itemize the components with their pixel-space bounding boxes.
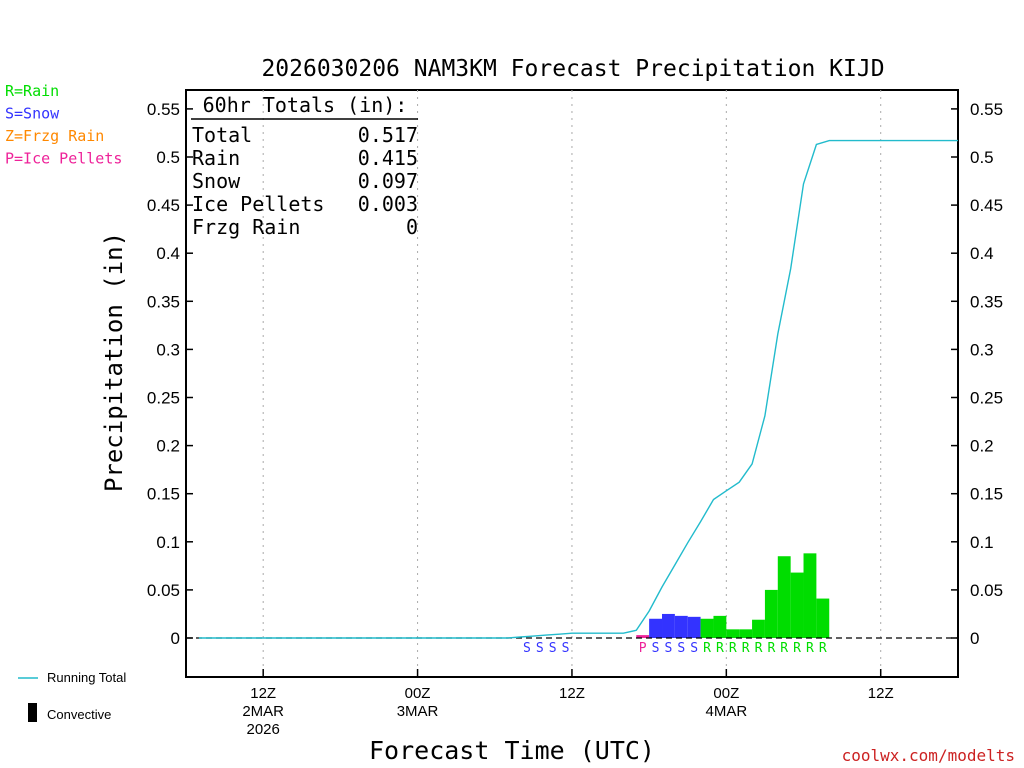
precip-bars bbox=[636, 553, 830, 638]
type-letter-18: R bbox=[819, 641, 827, 656]
totals-label-1: Rain bbox=[192, 146, 240, 170]
totals-value-0: 0.517 bbox=[358, 123, 418, 147]
precip-bar-5 bbox=[700, 618, 714, 638]
totals-label-4: Frzg Rain bbox=[192, 215, 300, 239]
x-tick-label-1-0: 00Z bbox=[405, 685, 431, 702]
y-tick-label-left-3: 0.15 bbox=[147, 485, 180, 504]
type-letter-0: S bbox=[523, 641, 531, 656]
y-tick-label-right-7: 0.35 bbox=[970, 292, 1003, 311]
totals-value-3: 0.003 bbox=[358, 192, 418, 216]
type-letter-7: S bbox=[677, 641, 685, 656]
y-axis-left: 0 0.05 0.1 0.15 0.2 0.25 0.3 0.35 0.4 0.45 0.5 0.55 bbox=[147, 100, 193, 648]
totals-label-0: Total bbox=[192, 123, 252, 147]
y-axis-right: 0 0.05 0.1 0.15 0.2 0.25 0.3 0.35 0.4 0.45 0.5 0.55 bbox=[951, 100, 1003, 648]
y-tick-label-left-2: 0.1 bbox=[156, 533, 180, 552]
running-total-line bbox=[198, 139, 958, 639]
y-tick-label-right-1: 0.05 bbox=[970, 581, 1003, 600]
precip-bar-13 bbox=[803, 553, 817, 638]
x-tick-label-2-0: 12Z bbox=[559, 685, 585, 702]
y-tick-label-left-6: 0.3 bbox=[156, 340, 180, 359]
totals-header: 60hr Totals (in): bbox=[203, 93, 408, 117]
type-letter-17: R bbox=[806, 641, 814, 656]
type-letter-1: S bbox=[536, 641, 544, 656]
precip-bar-6 bbox=[713, 615, 727, 638]
totals-box: 60hr Totals (in): Total 0.517 Rain 0.415 Sno… bbox=[191, 93, 418, 239]
y-tick-label-left-4: 0.2 bbox=[156, 437, 180, 456]
x-axis-label: Forecast Time (UTC) bbox=[369, 736, 655, 765]
totals-value-4: 0 bbox=[406, 215, 418, 239]
totals-label-3: Ice Pellets bbox=[192, 192, 324, 216]
running-total-legend-label: Running Total bbox=[47, 670, 126, 685]
precip-bar-12 bbox=[790, 572, 804, 638]
x-tick-label-0-2: 2026 bbox=[247, 721, 280, 738]
type-letter-11: R bbox=[729, 641, 737, 656]
precip-bar-3 bbox=[674, 615, 688, 638]
y-tick-label-right-6: 0.3 bbox=[970, 340, 994, 359]
type-letter-14: R bbox=[767, 641, 775, 656]
x-tick-label-4-0: 12Z bbox=[868, 685, 894, 702]
type-key-2: Z=Frzg Rain bbox=[5, 127, 104, 145]
x-tick-label-0-0: 12Z bbox=[250, 685, 276, 702]
y-tick-label-left-11: 0.55 bbox=[147, 100, 180, 119]
type-letter-3: S bbox=[562, 641, 570, 656]
y-tick-label-right-3: 0.15 bbox=[970, 485, 1003, 504]
totals-value-2: 0.097 bbox=[358, 169, 418, 193]
type-letter-16: R bbox=[793, 641, 801, 656]
type-letter-9: R bbox=[703, 641, 711, 656]
precip-bar-14 bbox=[816, 598, 830, 638]
convective-legend-label: Convective bbox=[47, 707, 111, 722]
y-axis-label: Precipitation (in) bbox=[100, 232, 128, 492]
y-tick-label-right-9: 0.45 bbox=[970, 196, 1003, 215]
y-tick-label-left-1: 0.05 bbox=[147, 581, 180, 600]
x-tick-label-3-1: 4MAR bbox=[705, 703, 747, 720]
y-tick-label-left-8: 0.4 bbox=[156, 244, 180, 263]
precip-bar-10 bbox=[764, 589, 778, 638]
precip-bar-1 bbox=[649, 618, 663, 638]
type-letter-8: S bbox=[690, 641, 698, 656]
y-tick-label-left-9: 0.45 bbox=[147, 196, 180, 215]
precip-bar-7 bbox=[726, 629, 740, 638]
y-tick-label-right-5: 0.25 bbox=[970, 389, 1003, 408]
precip-bar-9 bbox=[752, 619, 765, 638]
type-letter-12: R bbox=[742, 641, 750, 656]
totals-label-2: Snow bbox=[192, 169, 241, 193]
type-letter-5: S bbox=[652, 641, 660, 656]
x-tick-label-1-1: 3MAR bbox=[397, 703, 439, 720]
precip-type-legend: R=Rain S=Snow Z=Frzg Rain P=Ice Pellets bbox=[5, 82, 122, 168]
type-key-3: P=Ice Pellets bbox=[5, 150, 122, 168]
type-letter-2: S bbox=[549, 641, 557, 656]
y-tick-label-right-0: 0 bbox=[970, 629, 979, 648]
y-tick-label-right-2: 0.1 bbox=[970, 533, 994, 552]
precip-bar-0 bbox=[636, 635, 650, 638]
type-key-0: R=Rain bbox=[5, 82, 59, 100]
y-tick-label-right-11: 0.55 bbox=[970, 100, 1003, 119]
chart-title: 2026030206 NAM3KM Forecast Precipitation… bbox=[261, 56, 884, 82]
x-tick-label-3-0: 00Z bbox=[713, 685, 739, 702]
type-letter-13: R bbox=[755, 641, 763, 656]
precip-bar-11 bbox=[777, 556, 791, 638]
y-tick-label-right-4: 0.2 bbox=[970, 437, 994, 456]
y-tick-label-left-10: 0.5 bbox=[156, 148, 180, 167]
y-tick-label-right-10: 0.5 bbox=[970, 148, 994, 167]
type-key-1: S=Snow bbox=[5, 105, 60, 123]
convective-legend-swatch bbox=[28, 703, 37, 722]
y-tick-label-right-8: 0.4 bbox=[970, 244, 994, 263]
type-letter-10: R bbox=[716, 641, 724, 656]
type-letter-6: S bbox=[665, 641, 673, 656]
precip-bar-4 bbox=[687, 616, 701, 638]
type-letter-15: R bbox=[780, 641, 788, 656]
y-tick-label-left-0: 0 bbox=[171, 629, 180, 648]
x-tick-label-0-1: 2MAR bbox=[242, 703, 284, 720]
y-tick-label-left-5: 0.25 bbox=[147, 389, 180, 408]
type-letter-4: P bbox=[639, 641, 647, 656]
credit-text[interactable]: coolwx.com/modelts bbox=[842, 746, 1015, 765]
precip-bar-8 bbox=[739, 629, 753, 638]
precip-bar-2 bbox=[662, 613, 675, 638]
y-tick-label-left-7: 0.35 bbox=[147, 292, 180, 311]
totals-value-1: 0.415 bbox=[358, 146, 418, 170]
